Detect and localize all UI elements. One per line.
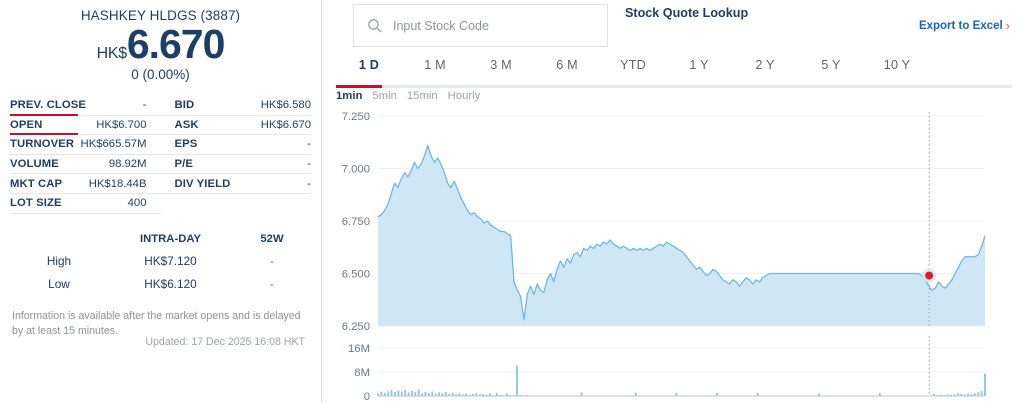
stat-open: OPEN HK$6.700 xyxy=(10,116,161,136)
intraday-chart[interactable]: 6.250 6.500 6.750 7.000 7.250 16M 8M 0 xyxy=(322,108,1006,403)
stat-value: 400 xyxy=(127,197,147,210)
col-header-52w: 52W xyxy=(260,232,284,245)
stat-label: VOLUME xyxy=(10,158,59,171)
stat-label: TURNOVER xyxy=(10,138,75,151)
stat-label: BID xyxy=(174,99,195,112)
stat-value: - xyxy=(142,99,147,112)
stat-volume: VOLUME 98.92M xyxy=(10,155,161,175)
stat-turnover: TURNOVER HK$665.57M xyxy=(10,135,161,155)
tab-3m[interactable]: 3 M xyxy=(490,58,512,72)
stat-pe: P/E - xyxy=(160,155,311,175)
svg-text:7.000: 7.000 xyxy=(342,164,370,176)
range-tab-bar: 1 D 1 M 3 M 6 M YTD 1 Y 2 Y 5 Y 10 Y xyxy=(336,56,1012,84)
stat-ask: ASK HK$6.670 xyxy=(160,116,311,136)
high-52w-value: - xyxy=(270,254,274,269)
tab-6m[interactable]: 6 M xyxy=(556,58,578,72)
subtab-15min[interactable]: 15min xyxy=(406,90,438,102)
tab-1m[interactable]: 1 M xyxy=(424,58,446,72)
svg-text:8M: 8M xyxy=(354,367,370,379)
stat-value: HK$6.700 xyxy=(96,118,147,131)
stat-div-yield: DIV YIELD - xyxy=(160,174,311,194)
intraday-chart-svg[interactable]: 6.250 6.500 6.750 7.000 7.250 16M 8M 0 xyxy=(322,108,1006,403)
tab-1y[interactable]: 1 Y xyxy=(689,58,709,72)
stat-label: PREV. CLOSE xyxy=(10,99,87,112)
svg-text:6.250: 6.250 xyxy=(342,321,370,333)
stat-value: - xyxy=(307,138,311,151)
col-header-intraday: INTRA-DAY xyxy=(139,232,202,245)
svg-text:7.250: 7.250 xyxy=(342,111,370,123)
export-to-excel-label: Export to Excel xyxy=(918,19,1003,32)
stat-prev-close: PREV. CLOSE - xyxy=(10,96,161,116)
low-row: Low HK$6.120 - xyxy=(10,273,311,296)
row-label-high: High xyxy=(46,254,72,269)
tab-5y[interactable]: 5 Y xyxy=(821,58,841,72)
svg-text:6.500: 6.500 xyxy=(342,269,370,281)
subtab-1min[interactable]: 1min xyxy=(336,90,363,102)
last-updated-timestamp: Updated: 17 Dec 2025 16:08 HKT xyxy=(145,336,305,348)
stock-code-search-box[interactable] xyxy=(353,4,608,47)
low-intraday-value: HK$6.120 xyxy=(144,277,197,292)
stat-bid: BID HK$6.580 xyxy=(160,96,311,116)
currency-label: HK$ xyxy=(96,45,128,62)
stat-label: DIV YIELD xyxy=(174,177,231,190)
high-low-header-row: INTRA-DAY 52W xyxy=(10,228,311,250)
stat-label: EPS xyxy=(174,138,198,151)
stock-name: HASHKEY HLDGS (3887) xyxy=(80,8,241,23)
stat-value: - xyxy=(307,177,311,190)
chevron-right-icon: › xyxy=(1005,18,1010,33)
svg-text:6.750: 6.750 xyxy=(342,216,370,228)
high-row: High HK$7.120 - xyxy=(10,250,311,273)
last-price: 6.670 xyxy=(126,21,226,67)
active-tab-indicator xyxy=(336,85,382,88)
stat-value: - xyxy=(307,158,311,171)
svg-text:16M: 16M xyxy=(348,343,370,355)
stat-label: MKT CAP xyxy=(10,177,63,190)
stat-mkt-cap: MKT CAP HK$18.44B xyxy=(10,174,161,194)
svg-text:0: 0 xyxy=(364,391,370,403)
stat-lot-size: LOT SIZE 400 xyxy=(10,194,161,214)
stat-label: P/E xyxy=(174,158,194,171)
stat-empty-slot xyxy=(161,194,312,214)
stat-label: OPEN xyxy=(10,118,43,131)
low-52w-value: - xyxy=(270,277,274,292)
price-change: 0 (0.00%) xyxy=(131,67,190,82)
stat-eps: EPS - xyxy=(160,135,311,155)
interval-tab-bar: 1min 5min 15min Hourly xyxy=(336,90,480,102)
price-row: HK$ 6.670 xyxy=(0,24,321,65)
key-stats-grid: PREV. CLOSE - BID HK$6.580 OPEN HK$6.700… xyxy=(0,96,321,214)
stat-label: LOT SIZE xyxy=(10,197,62,210)
stat-value: HK$665.57M xyxy=(80,138,147,151)
tab-2y[interactable]: 2 Y xyxy=(755,58,775,72)
market-delay-disclaimer: Information is available after the marke… xyxy=(12,309,301,337)
subtab-5min[interactable]: 5min xyxy=(372,90,397,102)
export-to-excel-link[interactable]: Export to Excel › xyxy=(919,18,1010,33)
stock-quote-lookup-title: Stock Quote Lookup xyxy=(625,6,749,20)
chart-panel: Stock Quote Lookup Export to Excel › 1 D… xyxy=(322,0,1024,403)
high-intraday-value: HK$7.120 xyxy=(144,254,197,269)
stat-value: HK$6.670 xyxy=(260,118,311,131)
tab-1d[interactable]: 1 D xyxy=(358,58,380,72)
stat-value: 98.92M xyxy=(108,158,147,171)
search-icon xyxy=(366,17,383,34)
tab-ytd[interactable]: YTD xyxy=(620,58,646,72)
row-label-low: Low xyxy=(48,277,70,292)
subtab-hourly[interactable]: Hourly xyxy=(447,90,481,102)
high-low-table: INTRA-DAY 52W High HK$7.120 - Low HK$6.1… xyxy=(0,228,321,296)
tab-10y[interactable]: 10 Y xyxy=(883,58,911,72)
stat-value: HK$18.44B xyxy=(88,177,147,190)
tab-underline-track xyxy=(336,85,1012,88)
stat-label: ASK xyxy=(174,118,199,131)
search-input[interactable] xyxy=(393,18,583,33)
quote-header: HASHKEY HLDGS (3887) HK$ 6.670 0 (0.00%) xyxy=(0,0,321,82)
quote-summary-panel: HASHKEY HLDGS (3887) HK$ 6.670 0 (0.00%)… xyxy=(0,0,322,403)
stat-value: HK$6.580 xyxy=(260,99,311,112)
